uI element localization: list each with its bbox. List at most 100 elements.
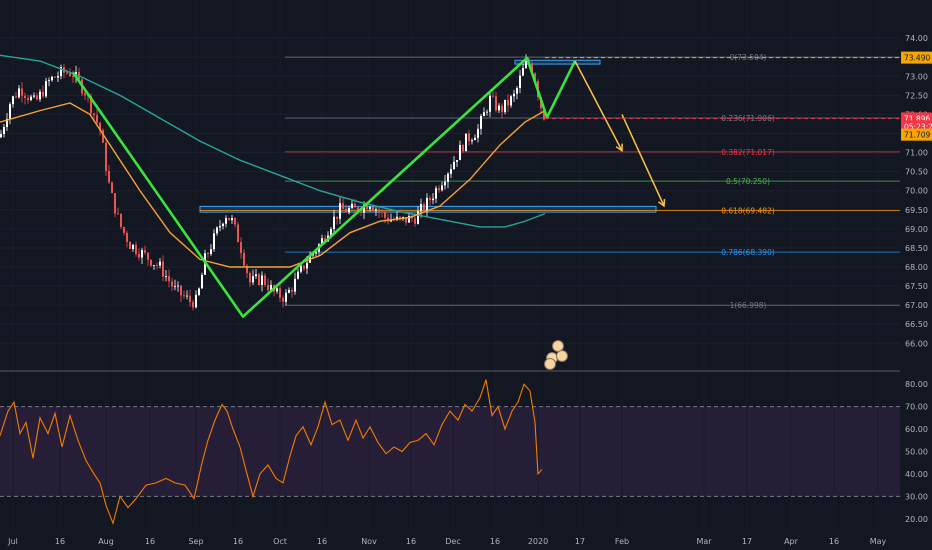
candle-body [120,213,122,228]
candle-body [279,288,281,298]
candle-body [6,118,8,128]
candle-body [219,226,221,228]
candle-body [57,76,59,78]
candle-body [18,88,20,98]
drawn-pattern-line[interactable] [71,56,577,318]
candle-body [138,253,140,258]
price-tick-label: 67.00 [905,301,928,310]
candle-body [378,209,380,212]
price-tag-box [901,51,932,64]
rsi-line[interactable] [0,379,543,526]
candle-body [330,229,332,236]
candle-body [270,285,272,291]
candle-body [450,169,452,174]
candle-body [33,95,35,97]
oscillator-tick-label: 80.00 [905,380,928,389]
candle-body [84,93,86,96]
candle-body [315,251,317,254]
candle-body [144,250,146,253]
price-tick-label: 72.50 [905,91,928,100]
candle-body [261,275,263,285]
time-tick-label: Dec [445,537,460,546]
candle-body [543,108,545,120]
support-zone[interactable] [514,59,601,65]
candle-body [234,218,236,225]
price-tag-text: 71.896 [904,114,930,123]
drawn-pattern-line[interactable] [621,114,665,207]
event-marker-icon[interactable] [556,350,568,362]
oscillator-pane[interactable] [0,379,900,526]
candle-body [291,289,293,292]
price-tick-label: 69.50 [905,206,928,215]
candle-body [444,181,446,186]
price-tick-label: 73.00 [905,72,928,81]
candle-body [216,227,218,234]
candle-body [522,68,524,76]
candle-body [498,105,500,111]
time-tick-label: 17 [575,537,585,546]
time-tick-label: 16 [233,537,243,546]
price-pane[interactable]: 0(73.504)0.236(71.906)0.382(71.017)0.5(7… [0,0,900,530]
candle-body [345,208,347,213]
candle-body [69,73,71,76]
candle-body [15,96,17,98]
candle-body [129,242,131,249]
candle-body [225,218,227,224]
candle-body [492,95,494,97]
candle-body [420,204,422,212]
candle-body [333,216,335,230]
candle-body [0,134,2,138]
candle-body [105,142,107,171]
event-markers[interactable] [544,340,568,370]
candle-body [177,285,179,287]
fib-level-label: 0.618(69.482) [721,206,775,215]
candle-body [285,292,287,302]
candle-body [348,208,350,213]
candle-body [366,204,368,210]
candle-body [399,216,401,219]
time-tick-label: Feb [615,537,629,546]
candle-body [381,211,383,213]
time-axis[interactable]: Jul 16 Aug 16 Sep 16 Oct 16 Nov 16 Dec 16 2020 17 Feb M… [7,537,886,546]
candle-body [363,204,365,213]
candle-body [72,75,74,78]
drawn-pattern-line[interactable] [574,60,623,152]
candle-body [510,96,512,106]
candle-body [132,244,134,249]
price-tick-label: 68.50 [905,244,928,253]
time-tick-label: Nov [361,537,377,546]
candle-body [102,130,104,143]
price-axis[interactable]: 74.0073.5073.0072.5072.0071.5071.0070.50… [900,0,932,550]
candle-body [150,259,152,266]
candle-body [222,223,224,227]
candle-body [354,203,356,208]
candle-body [516,88,518,94]
candle-body [114,193,116,214]
candle-body [405,217,407,223]
candle-body [468,133,470,142]
candle-body [429,197,431,201]
candle-body [297,271,299,279]
candle-body [60,67,62,77]
candle-body [210,249,212,254]
candle-body [12,96,14,105]
candle-body [180,285,182,296]
candle-body [264,275,266,285]
oscillator-axis[interactable]: 80.00 70.00 60.00 50.00 40.00 30.00 20.00 [905,380,928,524]
candle-body [441,185,443,191]
candle-body [408,215,410,223]
candle-body [243,252,245,266]
candle-body [477,128,479,138]
price-tag-box [901,128,932,141]
candle-body [42,91,44,97]
candle-body [258,274,260,285]
candle-body [447,173,449,182]
candle-body [54,76,56,78]
moving-average-line[interactable] [0,54,546,228]
event-marker-icon[interactable] [544,358,556,370]
moving-average-line[interactable] [0,102,546,268]
candle-body [171,281,173,287]
event-marker-icon[interactable] [552,340,564,352]
candle-body [417,211,419,224]
